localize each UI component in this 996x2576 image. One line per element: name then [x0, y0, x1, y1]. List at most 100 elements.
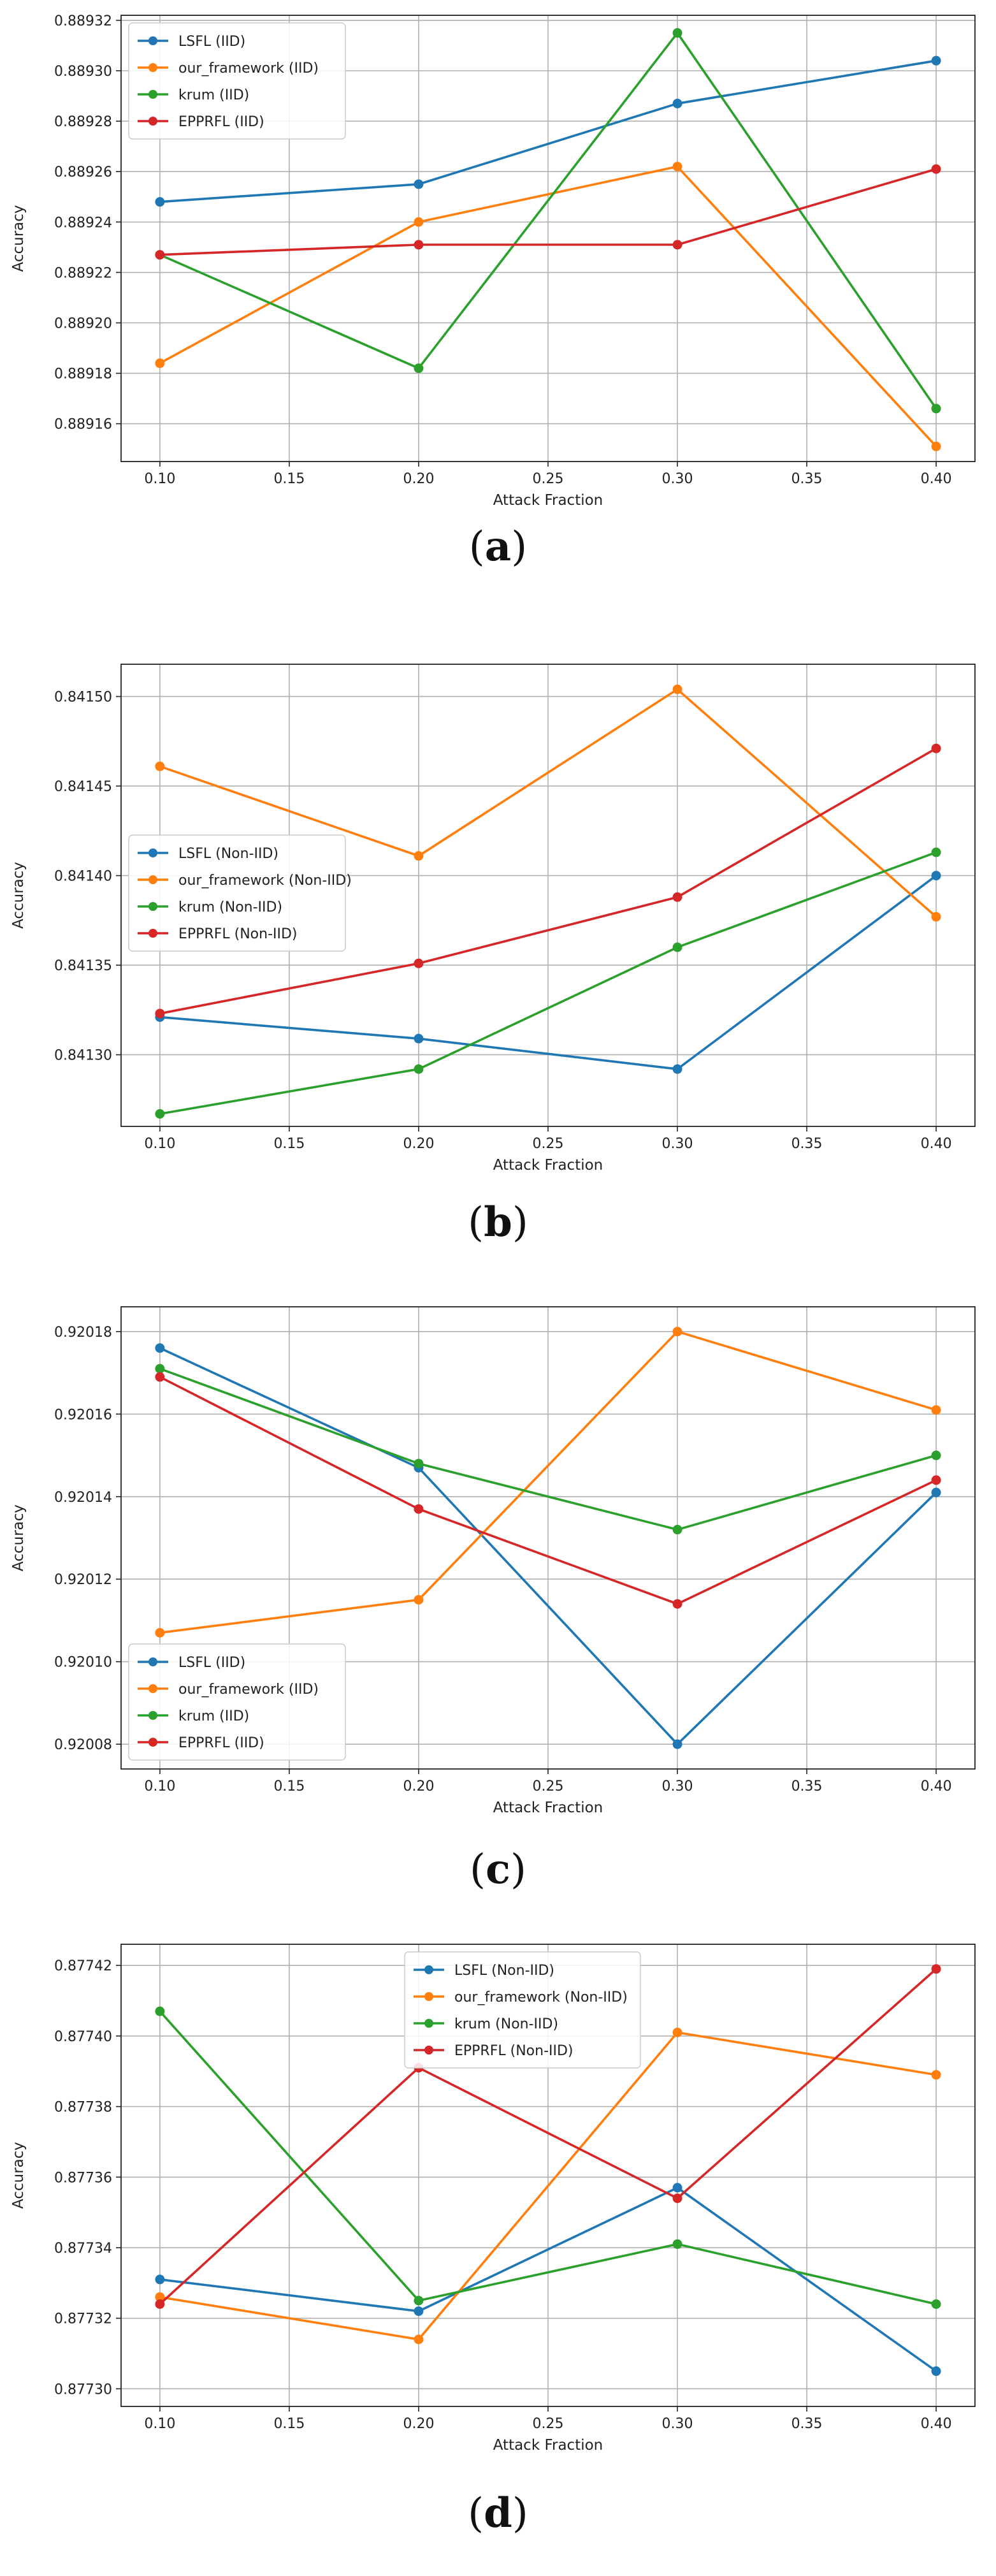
y-tick-label: 0.88928 — [54, 114, 112, 130]
legend-label: LSFL (Non-IID) — [454, 1963, 554, 1979]
y-tick-label: 0.84130 — [54, 1048, 112, 1064]
data-point — [414, 2334, 424, 2345]
caption-b: (b) — [468, 1198, 528, 1246]
plot-frame — [120, 1306, 976, 1770]
legend-label: EPPRFL (Non-IID) — [454, 2043, 574, 2059]
y-tick-label: 0.84140 — [54, 869, 112, 885]
data-point — [414, 240, 424, 250]
x-tick-label: 0.40 — [921, 1779, 952, 1794]
legend-box — [128, 834, 346, 952]
y-tick-label: 0.92018 — [54, 1325, 112, 1341]
caption-c: (c) — [470, 1845, 526, 1893]
data-point — [414, 1595, 424, 1605]
data-point — [931, 1964, 941, 1974]
legend: LSFL (Non-IID) our_framework (Non-IID) kru… — [128, 834, 352, 952]
data-point — [672, 1064, 682, 1074]
data-point — [672, 2239, 682, 2249]
data-point — [155, 197, 165, 207]
plot-frame — [120, 1944, 976, 2407]
data-point — [672, 1327, 682, 1337]
data-point — [414, 1459, 424, 1469]
data-point — [155, 1008, 165, 1019]
legend-box — [128, 1643, 346, 1761]
y-tick-label: 0.88918 — [54, 367, 112, 382]
series-1 — [155, 684, 941, 922]
series-2 — [155, 1364, 941, 1535]
legend-label: krum (Non-IID) — [178, 899, 282, 915]
data-point — [672, 1599, 682, 1609]
series-line — [159, 59, 937, 203]
legend-swatch-marker — [148, 1711, 157, 1720]
data-point — [414, 179, 424, 189]
legend-swatch-marker — [148, 63, 157, 72]
data-point — [931, 55, 941, 66]
data-point — [414, 958, 424, 968]
y-tick-label: 0.87732 — [54, 2311, 112, 2327]
y-tick-label: 0.87734 — [54, 2241, 112, 2257]
series-3 — [155, 164, 941, 260]
legend-label: our_framework (Non-IID) — [178, 873, 352, 889]
data-point — [931, 847, 941, 857]
data-point — [672, 240, 682, 250]
y-axis-label: Accuracy — [10, 205, 27, 272]
x-axis: 0.10 0.15 0.20 0.25 0.30 0.35 0.40 — [144, 664, 952, 1152]
data-point — [931, 1405, 941, 1415]
data-point — [155, 1372, 165, 1382]
x-axis-label: Attack Fraction — [493, 492, 603, 509]
data-point — [672, 2027, 682, 2037]
y-tick-label: 0.88922 — [54, 265, 112, 281]
y-tick-label: 0.88926 — [54, 164, 112, 180]
series-line — [159, 168, 937, 256]
chart-panel-c: 0.10 0.15 0.20 0.25 0.30 0.35 0.40 0.92008 0.920… — [0, 1275, 996, 1912]
y-tick-label: 0.87740 — [54, 2029, 112, 2045]
data-point — [672, 1739, 682, 1749]
x-tick-label: 0.30 — [662, 471, 693, 487]
series-0 — [155, 55, 941, 207]
data-point — [414, 2296, 424, 2306]
data-point — [155, 250, 165, 260]
data-point — [672, 684, 682, 694]
series-1 — [155, 2027, 941, 2345]
series-3 — [155, 743, 941, 1019]
data-point — [672, 1525, 682, 1535]
x-tick-label: 0.35 — [791, 1779, 823, 1794]
series-2 — [155, 2006, 941, 2310]
x-axis: 0.10 0.15 0.20 0.25 0.30 0.35 0.40 — [144, 15, 952, 487]
legend-swatch-marker — [148, 90, 157, 99]
data-point — [931, 404, 941, 414]
y-axis-label: Accuracy — [10, 1504, 27, 1571]
series-line — [159, 1330, 937, 1634]
x-tick-label: 0.20 — [403, 1779, 434, 1794]
series-line — [159, 875, 937, 1070]
x-tick-label: 0.25 — [533, 471, 564, 487]
data-point — [931, 743, 941, 753]
x-tick-label: 0.25 — [533, 2416, 564, 2432]
legend-label: our_framework (IID) — [178, 1682, 319, 1698]
legend-box — [404, 1951, 641, 2069]
data-point — [155, 2274, 165, 2285]
data-point — [672, 2193, 682, 2203]
x-tick-label: 0.30 — [662, 2416, 693, 2432]
plot-frame — [120, 15, 976, 462]
x-tick-label: 0.10 — [144, 1779, 175, 1794]
x-tick-label: 0.20 — [403, 2416, 434, 2432]
data-point — [414, 363, 424, 374]
y-tick-label: 0.84145 — [54, 779, 112, 795]
y-tick-label: 0.92014 — [54, 1490, 112, 1506]
data-point — [155, 1627, 165, 1638]
series-line — [159, 2187, 937, 2373]
data-point — [414, 217, 424, 227]
legend: LSFL (Non-IID) our_framework (Non-IID) kru… — [404, 1951, 641, 2069]
chart-d: 0.10 0.15 0.20 0.25 0.30 0.35 0.40 0.87730 0.877… — [10, 1944, 976, 2454]
y-tick-label: 0.84135 — [54, 958, 112, 974]
legend-label: EPPRFL (Non-IID) — [178, 926, 298, 942]
plot-frame — [120, 664, 976, 1127]
data-point — [672, 942, 682, 952]
series-line — [159, 31, 937, 409]
x-tick-label: 0.30 — [662, 1136, 693, 1152]
legend-swatch-marker — [424, 2046, 433, 2055]
data-point — [672, 161, 682, 171]
data-point — [931, 2299, 941, 2310]
legend: LSFL (IID) our_framework (IID) krum (IID) E… — [128, 22, 346, 140]
legend-swatch-marker — [148, 929, 157, 938]
